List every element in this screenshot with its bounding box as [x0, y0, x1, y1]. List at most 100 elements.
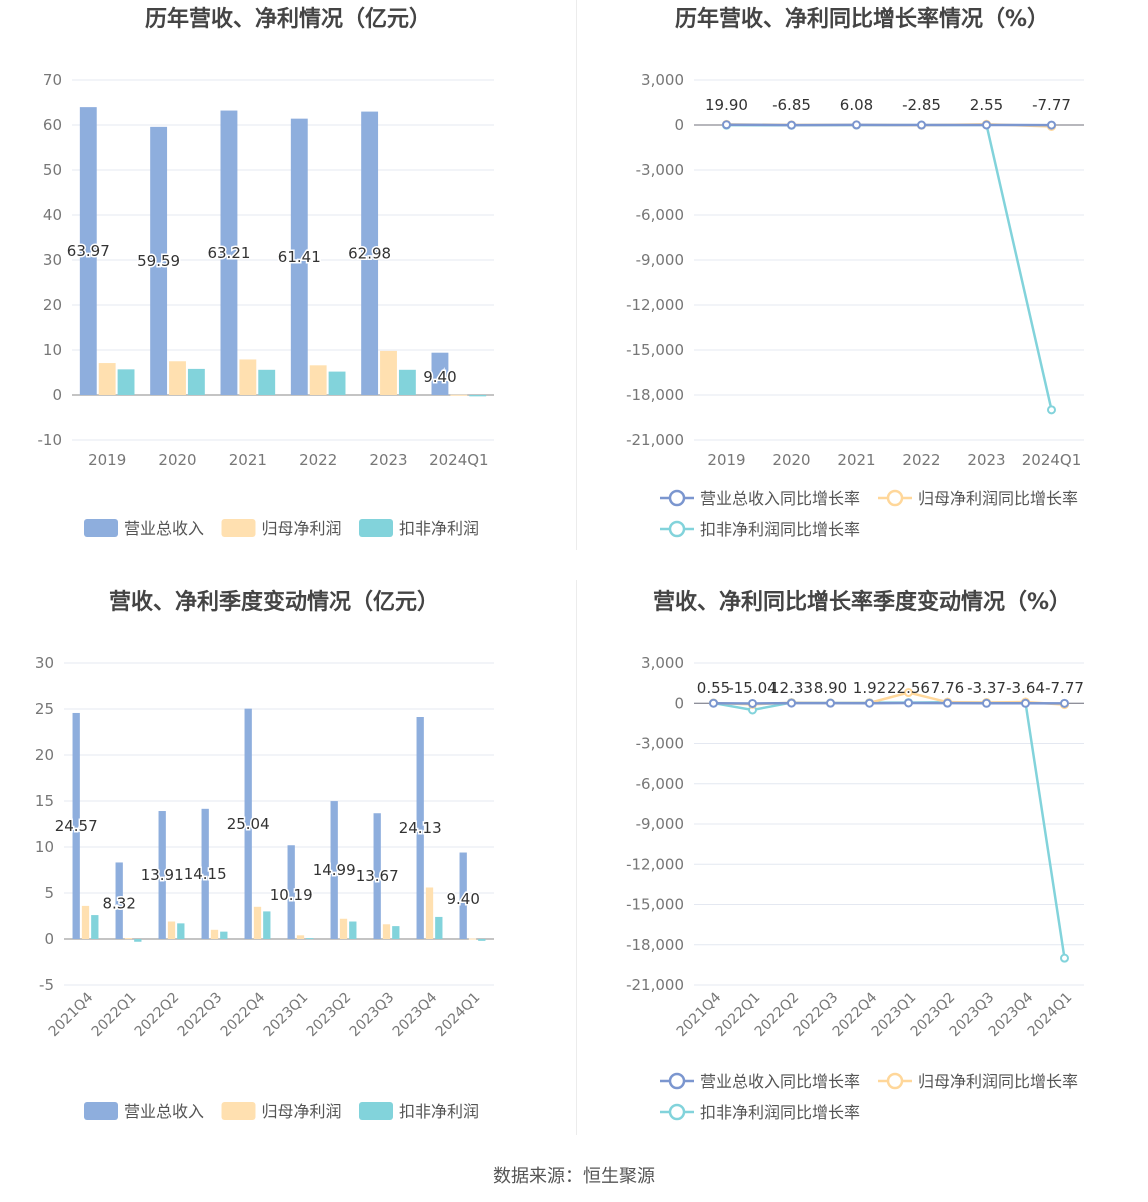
x-tick-label: 2024Q1 [1022, 451, 1082, 469]
y-tick-label: 25 [35, 700, 54, 718]
bar-2 [239, 359, 257, 395]
data-label: 7.76 [931, 679, 964, 697]
legend-marker [668, 1072, 686, 1090]
data-label: 24.57 [55, 817, 98, 835]
x-tick-label: 2023Q2 [304, 990, 355, 1041]
x-tick-label: 2023Q4 [390, 989, 441, 1040]
bar-3 [134, 939, 142, 942]
series-point-1 [787, 698, 796, 708]
x-tick-label: 2023 [369, 451, 407, 469]
bar-1 [431, 352, 449, 395]
y-tick-label: -3,000 [636, 161, 684, 179]
legend-label: 归母净利润同比增长率 [918, 1072, 1078, 1091]
bar-2 [124, 938, 133, 940]
y-tick-label: -21,000 [626, 976, 684, 994]
chart-1: 历年营收、净利情况（亿元） -10 0 10 20 30 40 50 60 70 2019 2020 2… [38, 6, 494, 538]
data-label: 63.97 [67, 242, 110, 260]
x-tick-label: 2024Q1 [433, 990, 484, 1041]
bar-2 [98, 363, 116, 395]
y-tick-label: 20 [35, 746, 54, 764]
legend-marker [668, 489, 686, 507]
series-point-1 [982, 120, 991, 130]
bar-2 [380, 350, 397, 395]
y-tick-label: 0 [52, 386, 62, 404]
bar-3 [435, 916, 443, 939]
data-label: 12.33 [770, 679, 813, 697]
series-line-3 [713, 701, 1066, 959]
bar-3 [392, 926, 400, 939]
legend-label: 扣非净利润 [399, 519, 479, 538]
x-tick-label: 2022Q2 [132, 990, 183, 1041]
chart-title: 营收、净利同比增长率季度变动情况（%） [653, 589, 1071, 615]
bar-2 [169, 361, 186, 395]
bar-3 [306, 938, 314, 940]
y-tick-label: -21,000 [626, 431, 684, 449]
x-tick-label: 2021 [229, 451, 267, 469]
y-tick-label: 3,000 [641, 71, 684, 89]
x-tick-label: 2024Q1 [429, 451, 489, 469]
y-tick-label: 50 [43, 161, 62, 179]
y-tick-label: -12,000 [626, 855, 684, 873]
series-point-1 [826, 698, 835, 708]
bar-3 [478, 939, 486, 941]
bar-2 [450, 394, 468, 396]
x-tick-label: 2020 [772, 451, 810, 469]
series-point-2 [904, 688, 913, 698]
data-label: 8.90 [814, 679, 847, 697]
bar-1 [244, 708, 252, 939]
legend-label: 归母净利润 [262, 1102, 342, 1121]
y-tick-label: -3,000 [636, 735, 684, 753]
legend-label: 营业总收入同比增长率 [700, 489, 860, 508]
y-tick-label: 70 [43, 71, 62, 89]
x-tick-label: 2019 [707, 451, 745, 469]
legend-label: 归母净利润 [262, 519, 342, 538]
data-label: -3.37 [967, 679, 1006, 697]
bar-1 [158, 811, 166, 939]
legend-label: 营业总收入 [124, 519, 204, 538]
data-label: 61.41 [278, 248, 321, 266]
legend-label: 扣非净利润 [399, 1102, 479, 1121]
legend-label: 扣非净利润同比增长率 [700, 1103, 860, 1122]
bar-1 [416, 717, 424, 939]
legend-label: 营业总收入同比增长率 [700, 1072, 860, 1091]
data-label: -2.85 [902, 96, 941, 114]
bar-2 [339, 918, 348, 939]
chart-title: 历年营收、净利同比增长率情况（%） [675, 6, 1049, 32]
bar-1 [79, 107, 97, 395]
data-label: 24.13 [399, 819, 442, 837]
data-label: 1.92 [853, 679, 886, 697]
series-point-1 [943, 698, 952, 708]
data-label: 63.21 [207, 244, 250, 262]
legend-label: 扣非净利润同比增长率 [700, 520, 860, 539]
y-tick-label: -18,000 [626, 936, 684, 954]
bar-2 [382, 924, 391, 939]
bar-2 [210, 929, 219, 939]
bar-1 [115, 862, 123, 939]
series-point-1 [1047, 120, 1056, 130]
data-source-footer: 数据来源：恒生聚源 [493, 1166, 655, 1187]
x-tick-label: 2022Q3 [175, 990, 226, 1041]
y-tick-label: 3,000 [641, 654, 684, 672]
series-point-1 [865, 698, 874, 708]
y-tick-label: 30 [43, 251, 62, 269]
y-tick-label: 60 [43, 116, 62, 134]
data-label: 0.55 [697, 679, 730, 697]
y-tick-label: 30 [35, 654, 54, 672]
legend-marker [886, 1072, 904, 1090]
data-label: 13.91 [141, 866, 184, 884]
series-point-3 [1060, 953, 1069, 963]
data-label: -3.64 [1006, 679, 1045, 697]
data-label: 9.40 [446, 890, 479, 908]
data-label: 10.19 [270, 886, 313, 904]
y-tick-label: -6,000 [636, 775, 684, 793]
x-tick-label: 2021 [837, 451, 875, 469]
bar-3 [349, 921, 357, 939]
chart-2: 历年营收、净利同比增长率情况（%） -21,000 -18,000 -15,000 -1… [626, 6, 1084, 539]
y-tick-label: -15,000 [626, 341, 684, 359]
y-tick-label: -10 [38, 431, 63, 449]
data-label: 62.98 [348, 244, 391, 262]
bar-3 [398, 369, 416, 395]
bar-1 [373, 813, 381, 939]
y-tick-label: -5 [39, 976, 54, 994]
x-tick-label: 2019 [88, 451, 126, 469]
